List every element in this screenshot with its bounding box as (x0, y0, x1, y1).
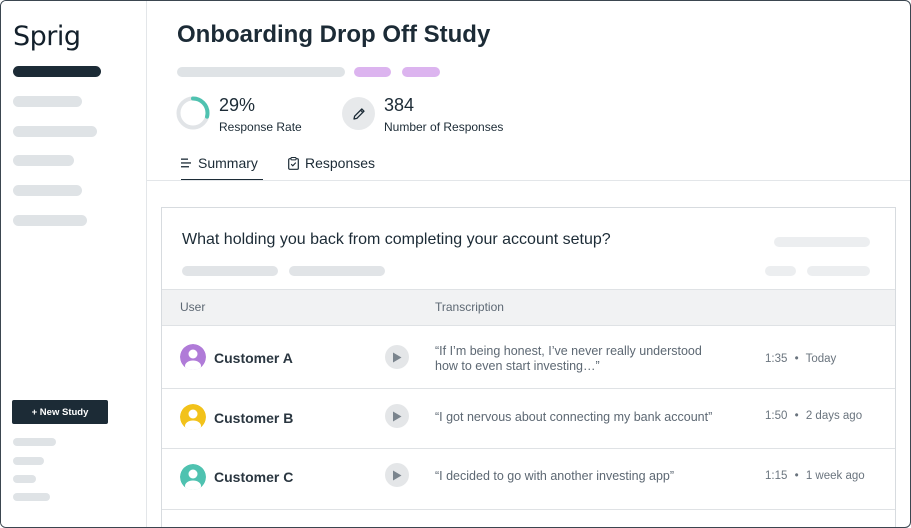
transcription-text: “I decided to go with another investing … (435, 469, 675, 483)
play-icon[interactable] (385, 463, 409, 487)
customer-name: Customer B (214, 410, 294, 426)
response-rate-value: 29% (219, 95, 256, 115)
avatar-icon (180, 344, 206, 370)
tab-label: Summary (198, 155, 258, 171)
tag-placeholder (402, 67, 440, 77)
avatar-icon (180, 464, 206, 490)
tab-responses[interactable]: Responses (288, 155, 375, 171)
sidebar-footer-item[interactable] (13, 475, 36, 483)
pencil-icon (342, 97, 375, 130)
separator: • (794, 470, 799, 482)
play-icon[interactable] (385, 404, 409, 428)
separator: • (794, 353, 799, 365)
sidebar-item-active[interactable] (13, 66, 101, 77)
response-meta: 1:50 • 2 days ago (765, 410, 862, 422)
sidebar-footer-item[interactable] (13, 457, 44, 465)
table-header: User Transcription (162, 289, 895, 326)
duration: 1:35 (765, 353, 788, 365)
subtitle-placeholder (177, 67, 345, 77)
transcription-line: how to even start investing…” (435, 359, 600, 373)
sidebar-item[interactable] (13, 96, 82, 107)
timestamp: 1 week ago (805, 470, 865, 482)
transcription-line: “If I’m being honest, I’ve never really … (435, 344, 702, 358)
table-row[interactable]: Customer B “I got nervous about connecti… (162, 389, 895, 449)
tab-summary[interactable]: Summary (181, 155, 258, 171)
customer-name: Customer A (214, 350, 293, 366)
responses-count-label: Number of Responses (384, 120, 504, 134)
card-meta-placeholder (807, 266, 870, 276)
duration: 1:50 (765, 410, 788, 422)
column-user: User (180, 300, 206, 314)
list-icon (181, 158, 191, 168)
sidebar-footer-item[interactable] (13, 438, 56, 446)
response-rate-label: Response Rate (219, 120, 302, 134)
response-rate-ring-icon (176, 96, 210, 130)
timestamp: 2 days ago (805, 410, 863, 422)
column-transcription: Transcription (435, 300, 504, 314)
card-meta-placeholder (774, 237, 870, 247)
sidebar: Sprig + New Study (1, 1, 147, 527)
tab-label: Responses (305, 155, 376, 171)
new-study-button[interactable]: + New Study (12, 400, 108, 424)
card-filter-placeholder[interactable] (182, 266, 278, 276)
sidebar-item[interactable] (13, 126, 97, 137)
clipboard-icon (288, 156, 299, 170)
table-row[interactable]: Customer C “I decided to go with another… (162, 449, 895, 510)
separator: • (794, 410, 799, 422)
response-meta: 1:35 • Today (765, 353, 836, 365)
avatar-icon (180, 404, 206, 430)
customer-name: Customer C (214, 469, 294, 485)
transcription-text: “If I’m being honest, I’ve never really … (435, 344, 735, 374)
duration: 1:15 (765, 470, 788, 482)
question-title: What holding you back from completing yo… (182, 231, 611, 248)
page-title: Onboarding Drop Off Study (177, 21, 491, 48)
responses-count-value: 384 (384, 95, 415, 115)
card-filter-placeholder[interactable] (289, 266, 385, 276)
sidebar-item[interactable] (13, 155, 74, 166)
sidebar-footer-item[interactable] (13, 493, 50, 501)
response-meta: 1:15 • 1 week ago (765, 470, 865, 482)
timestamp: Today (805, 353, 837, 365)
sprig-logo[interactable]: Sprig (13, 21, 81, 52)
header-divider (146, 180, 910, 181)
question-card: What holding you back from completing yo… (161, 207, 896, 527)
sidebar-item[interactable] (13, 185, 82, 196)
play-icon[interactable] (385, 345, 409, 369)
transcription-text: “I got nervous about connecting my bank … (435, 410, 713, 424)
tag-placeholder (354, 67, 391, 77)
sidebar-item[interactable] (13, 215, 87, 226)
card-meta-placeholder (765, 266, 796, 276)
table-row[interactable]: Customer A “If I’m being honest, I’ve ne… (162, 325, 895, 389)
